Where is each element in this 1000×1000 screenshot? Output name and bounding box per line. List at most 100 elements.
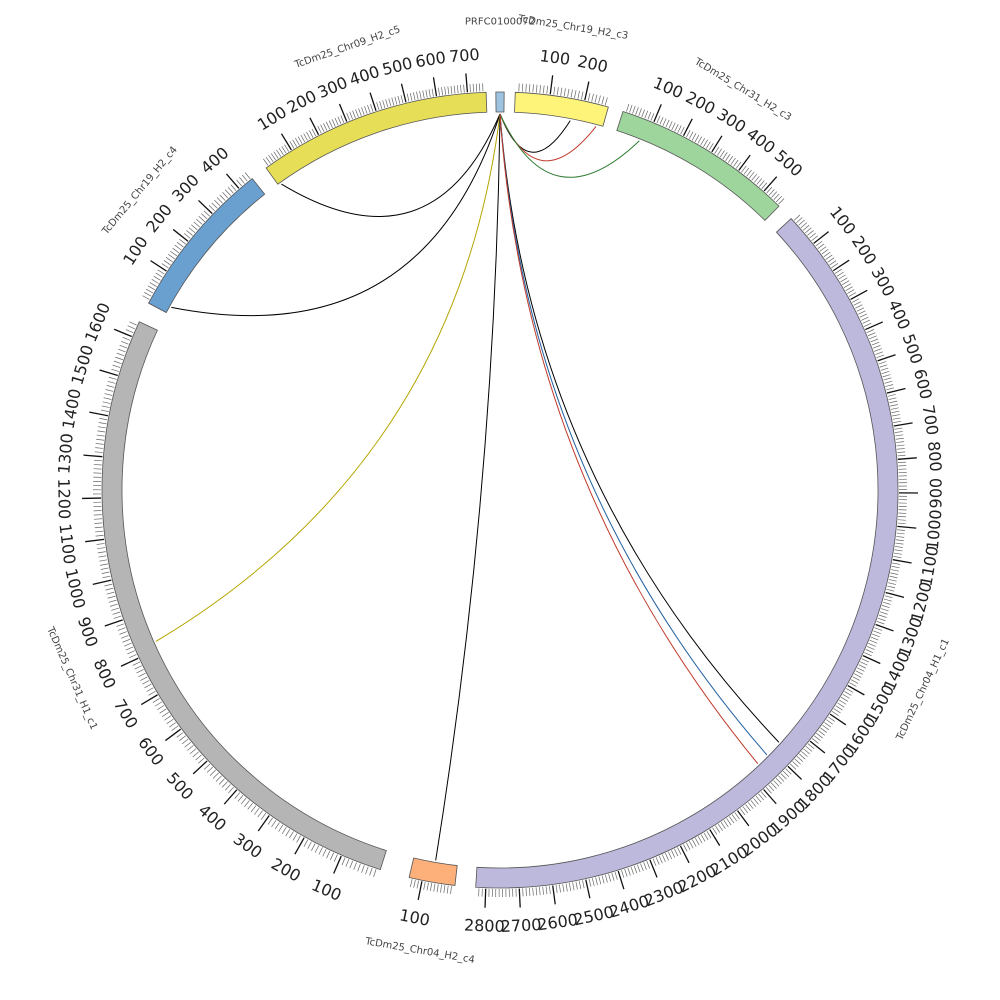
tick-label: 700 xyxy=(919,403,943,436)
minor-tick xyxy=(827,257,835,263)
minor-tick xyxy=(281,826,287,834)
minor-tick xyxy=(215,775,222,782)
minor-tick xyxy=(102,401,111,404)
minor-tick xyxy=(450,886,452,895)
minor-tick xyxy=(688,131,694,139)
ideogram-chr04_c1 xyxy=(475,217,899,889)
minor-tick xyxy=(773,780,780,787)
minor-tick xyxy=(858,664,867,669)
minor-tick xyxy=(896,529,906,531)
major-tick xyxy=(832,259,850,272)
minor-tick xyxy=(166,718,174,724)
ideogram-chr31_c1 xyxy=(101,321,387,871)
minor-tick xyxy=(578,880,582,889)
minor-tick xyxy=(871,633,880,638)
minor-tick xyxy=(198,757,205,764)
link-9 xyxy=(499,113,759,765)
tick-label: 600 xyxy=(910,367,936,401)
minor-tick xyxy=(337,116,342,125)
major-tick xyxy=(877,354,896,362)
minor-tick xyxy=(850,679,859,684)
major-tick xyxy=(338,103,348,122)
tick-label: 2700 xyxy=(500,915,542,936)
minor-tick xyxy=(300,134,306,143)
minor-tick xyxy=(805,745,813,752)
minor-tick xyxy=(431,88,434,97)
major-tick xyxy=(140,694,158,706)
minor-tick xyxy=(112,611,121,615)
minor-tick xyxy=(624,868,628,877)
minor-tick xyxy=(211,202,218,209)
minor-tick xyxy=(793,214,801,221)
major-tick xyxy=(893,422,913,427)
minor-tick xyxy=(869,335,877,340)
minor-tick xyxy=(722,152,728,160)
minor-tick xyxy=(151,279,159,284)
minor-tick xyxy=(862,319,870,324)
minor-tick xyxy=(700,834,706,842)
minor-tick xyxy=(107,380,116,384)
tick-label: 1200 xyxy=(54,478,74,519)
minor-tick xyxy=(265,156,271,164)
tick-label: 300 xyxy=(315,73,351,102)
minor-tick xyxy=(224,189,231,196)
minor-tick xyxy=(203,210,210,217)
minor-tick xyxy=(322,849,327,857)
minor-tick xyxy=(331,119,336,127)
minor-tick xyxy=(443,885,446,894)
minor-tick xyxy=(155,272,163,278)
minor-tick xyxy=(108,376,117,380)
minor-tick xyxy=(428,89,431,98)
minor-tick xyxy=(829,260,837,266)
minor-tick xyxy=(222,192,229,199)
minor-tick xyxy=(577,90,580,99)
minor-tick xyxy=(532,84,534,93)
minor-tick xyxy=(598,876,602,885)
minor-tick xyxy=(134,665,142,670)
tick-label: 900 xyxy=(74,614,102,649)
minor-tick xyxy=(658,855,663,864)
minor-tick xyxy=(765,787,772,794)
minor-tick xyxy=(113,360,122,364)
minor-tick xyxy=(655,857,660,865)
minor-tick xyxy=(876,354,885,359)
minor-tick xyxy=(285,829,291,837)
minor-tick xyxy=(822,724,830,731)
minor-tick xyxy=(224,784,231,791)
minor-tick xyxy=(601,875,605,884)
minor-tick xyxy=(239,177,245,184)
minor-tick xyxy=(106,591,115,595)
minor-tick xyxy=(867,332,876,337)
minor-tick xyxy=(896,448,905,450)
minor-tick xyxy=(633,865,638,874)
minor-tick xyxy=(549,885,551,894)
minor-tick xyxy=(97,430,106,433)
minor-tick xyxy=(119,631,128,635)
minor-tick xyxy=(273,151,279,159)
minor-tick xyxy=(780,773,787,780)
minor-tick xyxy=(257,810,263,818)
minor-tick xyxy=(895,434,904,437)
minor-tick xyxy=(807,743,815,750)
minor-tick xyxy=(456,85,459,94)
minor-tick xyxy=(751,173,757,181)
minor-tick xyxy=(436,884,439,893)
minor-tick xyxy=(416,880,419,889)
minor-tick xyxy=(234,792,241,799)
minor-tick xyxy=(129,654,137,659)
minor-tick xyxy=(823,251,831,258)
minor-tick xyxy=(212,772,219,779)
minor-tick xyxy=(525,83,527,92)
minor-tick xyxy=(416,91,419,100)
minor-tick xyxy=(311,128,317,137)
major-tick xyxy=(225,173,240,189)
minor-tick xyxy=(843,283,852,289)
major-tick xyxy=(113,328,132,338)
minor-tick xyxy=(680,126,685,135)
minor-tick xyxy=(349,111,353,120)
minor-tick xyxy=(241,174,248,182)
minor-tick xyxy=(120,635,129,639)
minor-tick xyxy=(859,313,868,318)
minor-tick xyxy=(761,182,768,190)
